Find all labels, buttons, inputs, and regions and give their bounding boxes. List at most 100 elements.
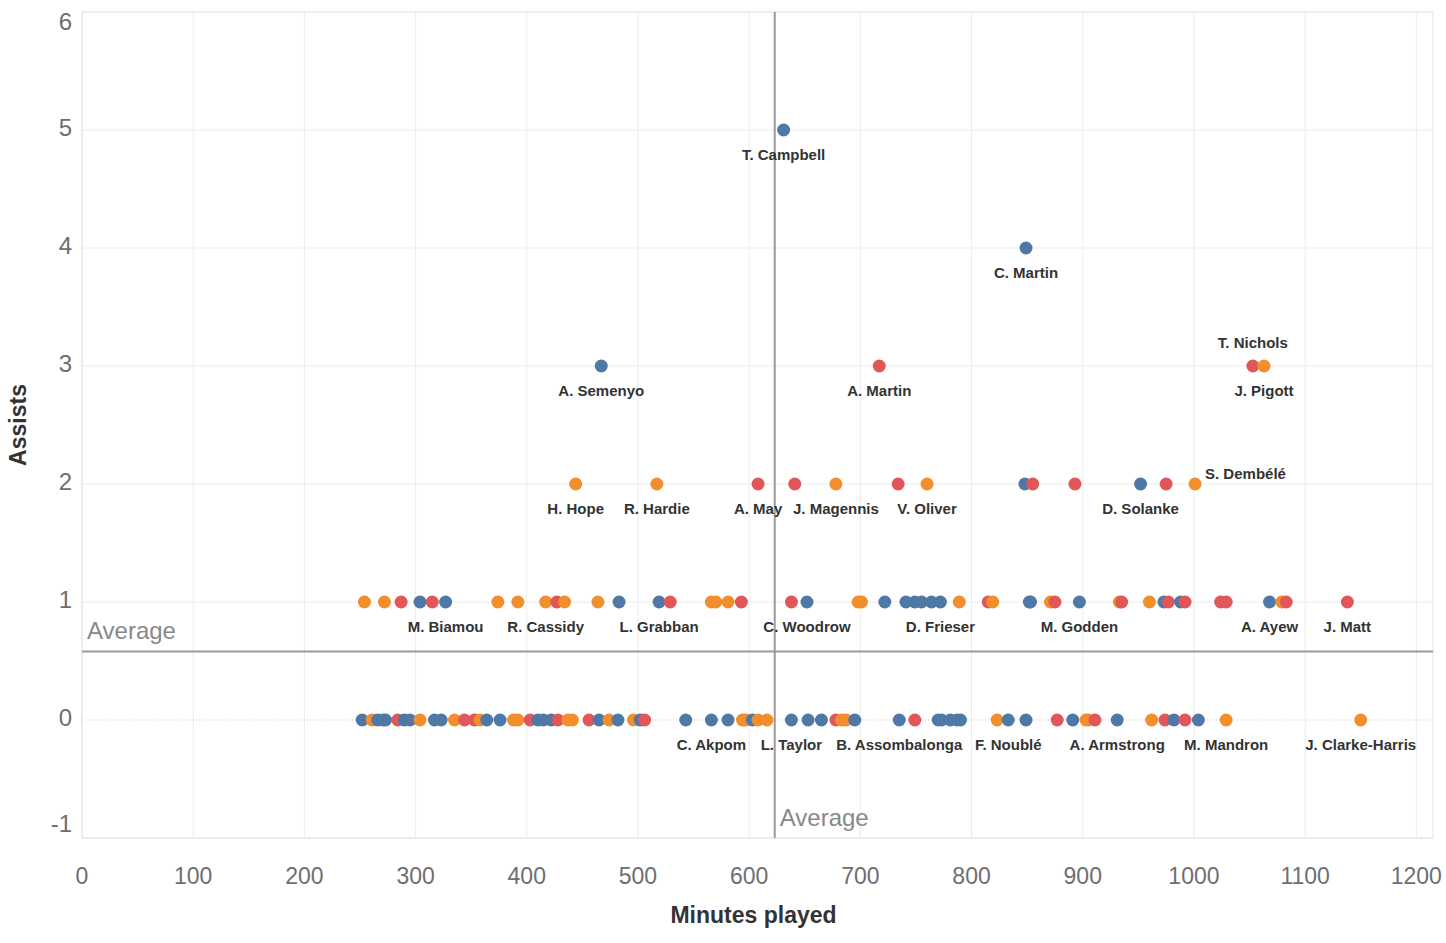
point [785,596,798,609]
point-label: J. Matt [1324,618,1372,635]
point [653,596,666,609]
x-tick-label: 1100 [1280,863,1329,889]
point [1160,478,1173,491]
point [1341,596,1354,609]
point [800,596,813,609]
point [611,714,624,727]
x-tick-label: 1000 [1168,863,1219,889]
point [511,596,524,609]
x-grid-line [860,12,861,838]
x-grid-line [971,12,972,838]
point [1088,714,1101,727]
x-grid-line [1193,12,1194,838]
point [566,714,579,727]
point-label: A. May [734,500,783,517]
point [539,596,552,609]
point [378,596,391,609]
point-labels: T. CampbellC. MartinA. SemenyoA. MartinT… [408,146,1416,753]
point [1280,596,1293,609]
y-tick-label: 5 [59,114,72,141]
y-tick-label: 1 [59,586,72,613]
point-label: D. Frieser [906,618,975,635]
x-grid-line [749,12,750,838]
point [664,596,677,609]
chart: 0100200300400500600700800900100011001200… [0,0,1446,943]
x-grid-line [193,12,194,838]
point-label: J. Magennis [793,500,879,517]
point [439,596,452,609]
point-label: T. Nichols [1218,334,1288,351]
point-label: J. Pigott [1234,382,1293,399]
x-grid-line [304,12,305,838]
point [379,714,392,727]
point-label: A. Martin [847,382,911,399]
point [558,596,571,609]
point [414,714,427,727]
x-grid-line [1416,12,1417,838]
point [1024,596,1037,609]
plot-frame [82,12,1433,838]
y-tick-label: -1 [51,810,72,837]
point [1002,714,1015,727]
x-tick-label: 500 [619,863,657,889]
point [679,714,692,727]
y-tick-label: 3 [59,350,72,377]
point [705,714,718,727]
point [777,124,790,137]
point [591,596,604,609]
x-tick-label: 400 [508,863,546,889]
x-grid-line [1305,12,1306,838]
x-tick-label: 100 [174,863,212,889]
point [1145,714,1158,727]
point-label: M. Mandron [1184,736,1268,753]
reference-label: Average [87,617,176,644]
point-label: R. Cassidy [507,618,584,635]
point [1143,596,1156,609]
point [358,596,371,609]
point [986,596,999,609]
point [934,596,947,609]
point [815,714,828,727]
point [921,478,934,491]
point-label: L. Taylor [761,736,823,753]
point [1068,478,1081,491]
point-label: B. Assombalonga [836,736,963,753]
point [709,596,722,609]
point-label: M. Godden [1041,618,1119,635]
tick-labels: 0100200300400500600700800900100011001200… [51,8,1442,889]
y-grid-line [82,130,1433,131]
x-tick-label: 800 [952,863,990,889]
point [1167,714,1180,727]
reference-line [82,651,1433,653]
points [356,124,1368,727]
point [785,714,798,727]
point [953,596,966,609]
point [1263,596,1276,609]
point [1192,714,1205,727]
point [569,478,582,491]
point [954,714,967,727]
point [494,714,507,727]
y-axis-title: Assists [5,384,31,466]
point-label: S. Dembélé [1205,465,1286,482]
point [802,714,815,727]
y-tick-label: 4 [59,232,72,259]
point [735,596,748,609]
point-label: M. Biamou [408,618,484,635]
point-label: R. Hardie [624,500,690,517]
point [1162,596,1175,609]
point [878,596,891,609]
point-label: J. Clarke-Harris [1305,736,1416,753]
point [1020,714,1033,727]
point [760,714,773,727]
point [752,478,765,491]
point [426,596,439,609]
point [435,714,448,727]
x-tick-label: 300 [396,863,434,889]
x-tick-label: 1200 [1391,863,1442,889]
y-tick-label: 0 [59,704,72,731]
x-tick-label: 200 [285,863,323,889]
x-tick-label: 600 [730,863,768,889]
point [638,714,651,727]
y-grid-line [82,366,1433,367]
